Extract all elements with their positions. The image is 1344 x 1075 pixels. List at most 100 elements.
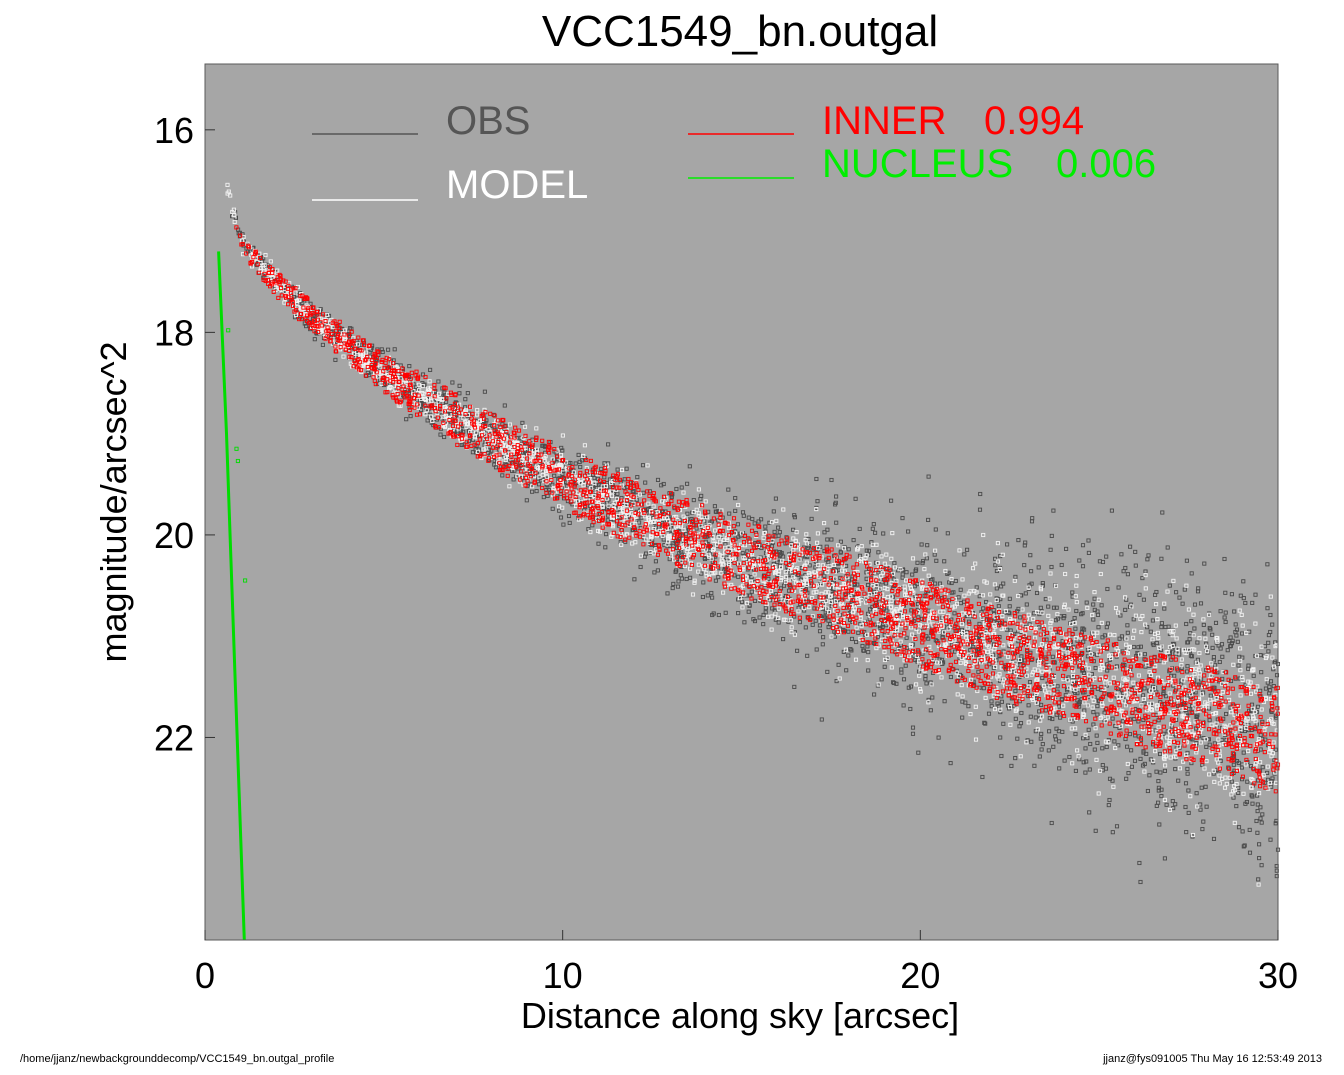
obs-point: [1146, 553, 1151, 558]
obs-point: [1138, 644, 1143, 649]
obs-point: [1132, 758, 1138, 763]
obs-point: [1087, 767, 1092, 772]
obs-point: [962, 552, 967, 557]
obs-point: [1266, 649, 1271, 654]
obs-point: [1257, 856, 1262, 861]
obs-point: [1231, 795, 1236, 800]
obs-point: [1110, 830, 1115, 835]
model-point: [1232, 820, 1237, 825]
obs-point: [1013, 756, 1018, 761]
obs-point: [1201, 819, 1206, 824]
obs-point: [459, 442, 464, 447]
obs-point: [1028, 553, 1033, 558]
obs-point: [1265, 770, 1270, 775]
plot-area: [205, 64, 1278, 940]
obs-point: [910, 572, 915, 577]
obs-point: [736, 534, 741, 539]
obs-point: [1067, 754, 1072, 760]
obs-point: [822, 573, 827, 578]
obs-point: [536, 482, 542, 487]
obs-point: [888, 568, 893, 573]
model-point: [889, 598, 894, 603]
obs-point: [1083, 746, 1088, 751]
obs-point: [1213, 620, 1219, 625]
obs-point: [333, 357, 338, 362]
obs-point: [1127, 732, 1133, 737]
obs-point: [810, 622, 815, 627]
obs-point: [1165, 729, 1170, 734]
obs-point: [1198, 601, 1204, 606]
obs-point: [878, 618, 884, 623]
model-point: [282, 300, 287, 305]
obs-point: [871, 640, 877, 646]
obs-point: [1106, 803, 1111, 808]
obs-point: [1095, 704, 1100, 709]
obs-point: [1207, 742, 1212, 747]
obs-point: [742, 620, 747, 625]
obs-point: [670, 586, 675, 591]
obs-point: [560, 448, 565, 453]
obs-point: [770, 536, 775, 541]
obs-point: [841, 649, 846, 654]
obs-point: [1156, 788, 1161, 793]
obs-point: [1050, 654, 1055, 659]
model-point: [647, 540, 652, 546]
obs-point: [1134, 654, 1139, 659]
obs-point: [596, 541, 601, 546]
obs-point: [745, 549, 750, 554]
obs-point: [1232, 609, 1237, 614]
obs-point: [936, 735, 941, 740]
model-point: [876, 682, 881, 687]
obs-point: [1022, 563, 1027, 568]
obs-point: [1001, 721, 1006, 726]
obs-point: [849, 636, 855, 641]
obs-point: [1028, 650, 1033, 655]
model-point: [696, 511, 701, 516]
obs-point: [1201, 622, 1206, 627]
obs-point: [1046, 748, 1051, 753]
obs-point: [1109, 508, 1114, 513]
obs-point: [1105, 668, 1110, 673]
obs-point: [993, 563, 998, 568]
model-point: [726, 557, 731, 562]
obs-point: [1093, 828, 1098, 833]
obs-point: [1116, 743, 1121, 748]
obs-point: [1263, 737, 1268, 742]
obs-point: [989, 704, 994, 709]
obs-point: [1086, 550, 1091, 555]
obs-point: [834, 494, 839, 499]
obs-point: [1150, 618, 1155, 623]
obs-point: [463, 397, 468, 402]
obs-point: [714, 509, 719, 514]
obs-point: [710, 595, 715, 600]
obs-point: [866, 650, 871, 655]
model-point: [843, 647, 848, 652]
obs-point: [908, 706, 913, 712]
obs-point: [1145, 557, 1150, 562]
obs-point: [1033, 715, 1038, 720]
obs-point: [642, 554, 647, 559]
obs-point: [492, 462, 497, 467]
obs-point: [915, 560, 920, 565]
obs-point: [1194, 714, 1199, 719]
obs-point: [599, 466, 604, 471]
obs-point: [671, 540, 676, 545]
model-point: [1203, 644, 1209, 649]
obs-point: [1240, 631, 1245, 636]
obs-point: [1260, 765, 1265, 770]
obs-point: [876, 570, 881, 575]
obs-point: [1186, 788, 1191, 793]
obs-point: [700, 594, 705, 600]
obs-point: [891, 680, 896, 685]
obs-point: [865, 644, 870, 649]
obs-point: [763, 610, 768, 615]
obs-point: [1182, 587, 1187, 592]
obs-point: [1123, 607, 1128, 612]
obs-point: [933, 638, 938, 643]
obs-point: [864, 576, 869, 581]
obs-point: [1064, 546, 1069, 551]
obs-point: [1013, 688, 1018, 694]
obs-point: [1240, 777, 1245, 782]
obs-point: [413, 385, 418, 390]
obs-point: [502, 403, 507, 408]
